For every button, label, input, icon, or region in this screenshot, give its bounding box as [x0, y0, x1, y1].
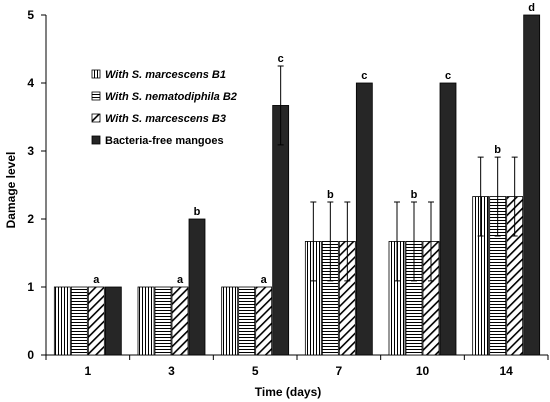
bar	[104, 286, 122, 356]
legend-swatch	[91, 91, 101, 101]
bar	[53, 286, 71, 356]
significance-letter: c	[361, 70, 367, 82]
bar	[188, 218, 206, 356]
legend-label: With S. nematodiphila B2	[105, 91, 237, 103]
bar	[355, 82, 373, 356]
significance-letters: a a b a c b c b c b d	[93, 2, 535, 286]
significance-letter: b	[411, 189, 418, 201]
bar	[137, 286, 155, 356]
legend-swatch	[91, 69, 101, 79]
legend-label: With S. marcescens B3	[105, 113, 226, 125]
y-tick-label: 2	[27, 212, 34, 226]
y-tick-label: 0	[27, 348, 34, 362]
legend: With S. marcescens B1 With S. nematodiphi…	[91, 69, 237, 147]
legend-swatch	[91, 135, 101, 145]
y-axis-ticks: 0 1 2 3 4 5	[27, 8, 46, 362]
significance-letter: b	[494, 144, 501, 156]
bar	[255, 286, 273, 356]
x-tick-label: 5	[252, 364, 259, 378]
significance-letter: c	[445, 70, 451, 82]
bar	[154, 286, 172, 356]
x-tick-label: 1	[84, 364, 91, 378]
x-tick-label: 3	[168, 364, 175, 378]
error-bars	[277, 65, 518, 282]
x-tick-label: 10	[416, 364, 430, 378]
significance-letter: a	[93, 274, 100, 286]
y-tick-label: 3	[27, 144, 34, 158]
bar	[238, 286, 256, 356]
bar-series	[53, 14, 541, 356]
legend-swatch	[91, 113, 101, 123]
bar	[171, 286, 189, 356]
bar	[523, 14, 541, 356]
legend-label: Bacteria-free mangoes	[105, 135, 224, 147]
significance-letter: d	[528, 2, 535, 14]
significance-letter: a	[177, 274, 184, 286]
x-tick-label: 7	[335, 364, 342, 378]
bar	[87, 286, 105, 356]
significance-letter: b	[194, 206, 201, 218]
significance-letter: a	[261, 274, 268, 286]
y-tick-label: 4	[27, 76, 34, 90]
x-tick-label: 14	[499, 364, 513, 378]
y-axis-title: Damage level	[4, 152, 18, 229]
bar	[70, 286, 88, 356]
significance-letter: c	[278, 53, 284, 65]
x-axis-title: Time (days)	[255, 385, 321, 399]
significance-letter: b	[327, 189, 334, 201]
y-tick-label: 5	[27, 8, 34, 22]
x-axis-ticks: 1 3 5 7 10 14	[45, 355, 549, 378]
y-tick-label: 1	[27, 280, 34, 294]
legend-label: With S. marcescens B1	[105, 69, 226, 81]
bar	[439, 82, 457, 356]
bar	[221, 286, 239, 356]
